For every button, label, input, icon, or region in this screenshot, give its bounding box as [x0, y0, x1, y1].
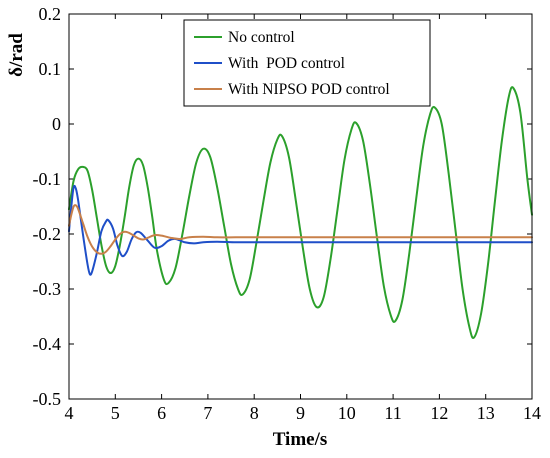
x-tick-label: 6	[157, 403, 166, 423]
x-tick-label: 4	[65, 403, 74, 423]
y-tick-label: -0.2	[33, 224, 62, 244]
x-tick-label: 7	[203, 403, 212, 423]
x-tick-label: 12	[430, 403, 448, 423]
legend-label-pod-control: With POD control	[228, 55, 345, 72]
y-tick-label: 0.2	[39, 4, 62, 24]
y-tick-label: -0.3	[33, 279, 62, 299]
x-axis-title: Time/s	[273, 429, 328, 450]
x-tick-label: 8	[250, 403, 259, 423]
y-tick-label: -0.4	[33, 334, 62, 354]
legend-box	[183, 19, 431, 107]
y-tick-label: 0	[52, 114, 61, 134]
series-layer	[68, 86, 533, 339]
series-line-nipso-pod-control	[68, 204, 533, 255]
plot-frame	[68, 13, 533, 400]
series-line-pod-control	[68, 184, 533, 276]
x-tick-label: 13	[477, 403, 495, 423]
tick-labels: 4 5 6 7 8 9 10 11 12 13 14 -0.5 -0.4 -0.3 -0.2 -0.1 0 0.1…	[33, 4, 542, 423]
legend: No control With POD control With NIPSO P…	[183, 19, 431, 107]
y-tick-label: 0.1	[39, 59, 62, 79]
x-tick-label: 11	[384, 403, 401, 423]
series-line-no-control	[68, 86, 533, 339]
x-tick-label: 9	[296, 403, 305, 423]
legend-label-nipso-pod-control: With NIPSO POD control	[228, 81, 390, 98]
x-tick-label: 14	[523, 403, 541, 423]
x-tick-label: 10	[338, 403, 356, 423]
y-tick-label: -0.5	[33, 389, 62, 409]
y-tick-label: -0.1	[33, 169, 62, 189]
legend-label-no-control: No control	[228, 29, 295, 46]
y-axis-title: δ/rad	[6, 33, 27, 77]
x-tick-label: 5	[111, 403, 120, 423]
